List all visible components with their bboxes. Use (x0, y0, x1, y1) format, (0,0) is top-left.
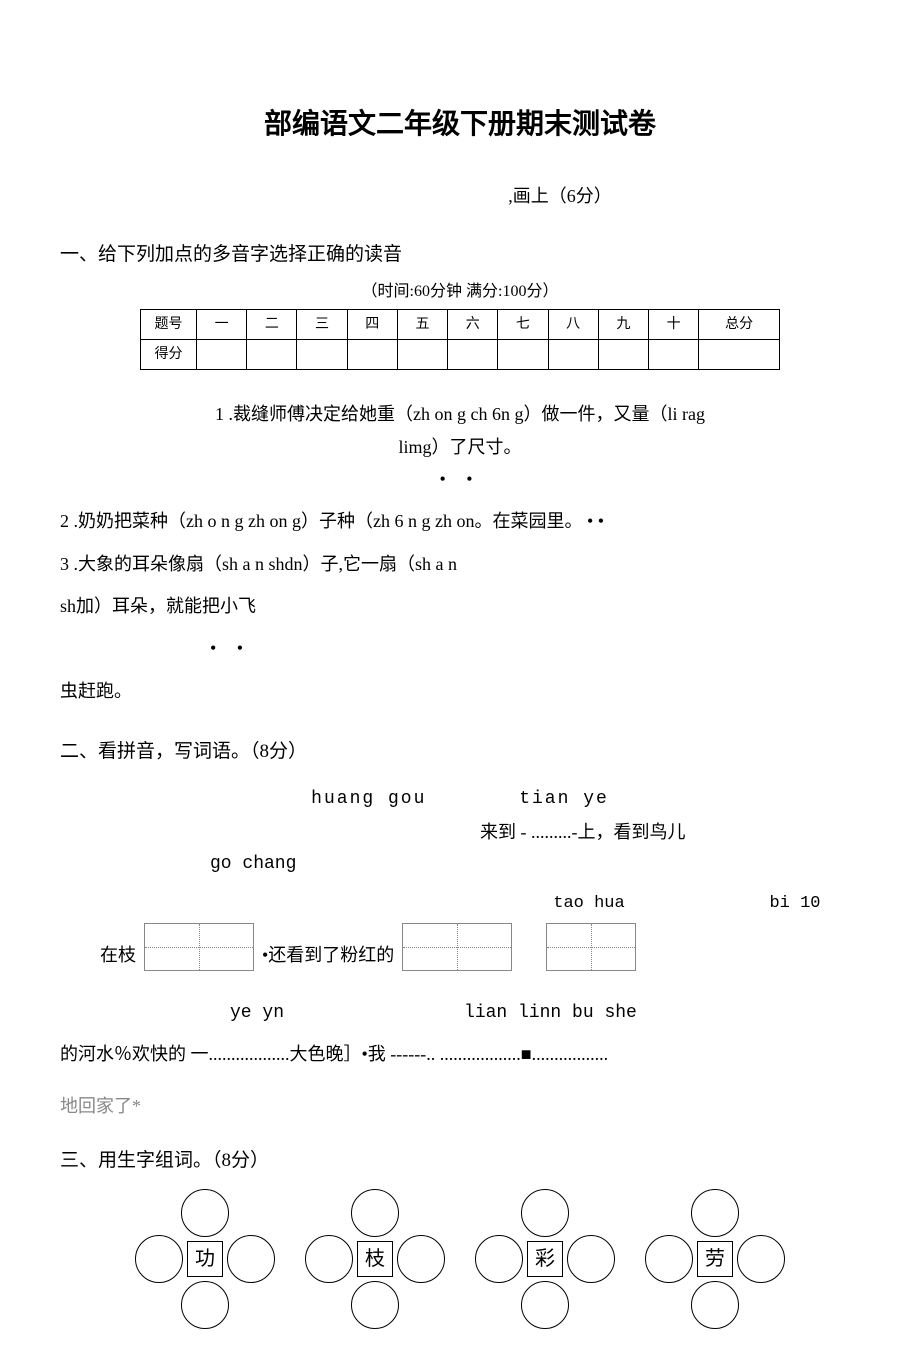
header-cell: 总分 (699, 309, 780, 339)
center-char: 功 (187, 1241, 223, 1277)
petal (227, 1235, 275, 1283)
write-box (546, 923, 636, 971)
page-title: 部编语文二年级下册期末测试卷 (60, 100, 860, 150)
table-row: 题号 一 二 三 四 五 六 七 八 九 十 总分 (141, 309, 780, 339)
petal (351, 1189, 399, 1237)
line2-left: 在枝 (100, 939, 136, 971)
q3-dots: • • (210, 632, 860, 664)
header-cell: 六 (448, 309, 498, 339)
petal (521, 1189, 569, 1237)
score-cell (448, 339, 498, 369)
flower-diagram: 枝 (305, 1189, 445, 1329)
petal (691, 1189, 739, 1237)
flower-row: 功 枝 彩 劳 (60, 1189, 860, 1329)
q1-dots: • • (60, 463, 860, 495)
pinyin-4b: lian linn bu she (464, 997, 637, 1029)
petal (475, 1235, 523, 1283)
section3-heading: 三、用生字组词。（8分） (60, 1144, 860, 1178)
pinyin-1a: huang gou (311, 783, 426, 815)
q2-text: 2 .奶奶把菜种（zh o n g zh on g）子种（zh 6 n g zh… (60, 505, 860, 537)
score-cell (548, 339, 598, 369)
petal (135, 1235, 183, 1283)
line2-mid: •还看到了粉红的 (262, 939, 394, 971)
petal (691, 1281, 739, 1329)
score-cell (197, 339, 247, 369)
q3b-text: sh加）耳朵，就能把小飞 (60, 590, 860, 622)
petal (567, 1235, 615, 1283)
q1-line2: limg）了尺寸。 (100, 431, 820, 463)
header-cell: 四 (347, 309, 397, 339)
q3a-text: 3 .大象的耳朵像扇（sh a n shdn）子,它一扇（sh a n (60, 548, 860, 580)
petal (181, 1281, 229, 1329)
pinyin-row-1: huang gou tian ye (60, 783, 860, 815)
flower-diagram: 彩 (475, 1189, 615, 1329)
row-label-cell: 得分 (141, 339, 197, 369)
header-cell: 八 (548, 309, 598, 339)
line4: 地回家了* (60, 1090, 860, 1122)
petal (305, 1235, 353, 1283)
pinyin-3a: tao hua (524, 889, 654, 920)
score-cell (297, 339, 347, 369)
section2-heading: 二、看拼音，写词语。（8分） (60, 735, 860, 769)
pinyin-3b: bi 10 (730, 889, 860, 920)
line1-right: 来到 - .........-上，看到鸟儿 (480, 816, 860, 848)
score-cell (648, 339, 698, 369)
score-cell (498, 339, 548, 369)
flower-diagram: 劳 (645, 1189, 785, 1329)
score-cell (397, 339, 447, 369)
score-cell (598, 339, 648, 369)
pinyin-4a: ye yn (230, 997, 284, 1029)
petal (737, 1235, 785, 1283)
center-char: 劳 (697, 1241, 733, 1277)
score-cell (699, 339, 780, 369)
header-cell: 十 (648, 309, 698, 339)
petal (521, 1281, 569, 1329)
q1-line1: 1 .裁缝师傅决定给她重（zh on g ch 6n g）做一件，又量（li r… (100, 398, 820, 430)
flower-diagram: 功 (135, 1189, 275, 1329)
center-char: 彩 (527, 1241, 563, 1277)
pinyin-1b: tian ye (519, 783, 609, 815)
score-cell (247, 339, 297, 369)
line3: 的河水％欢快的 一..................大色晚］•我 ------… (60, 1038, 860, 1070)
score-cell (347, 339, 397, 369)
petal (181, 1189, 229, 1237)
pinyin-box-3b: bi 10 (730, 889, 860, 920)
header-cell: 九 (598, 309, 648, 339)
write-box (144, 923, 254, 971)
petal (645, 1235, 693, 1283)
header-cell: 七 (498, 309, 548, 339)
time-note: （时间:60分钟 满分:100分） (60, 278, 860, 307)
subtitle: ,画上（6分） (260, 180, 860, 212)
write-box (402, 923, 512, 971)
pinyin-box-3a: tao hua (524, 889, 654, 920)
header-cell: 题号 (141, 309, 197, 339)
header-cell: 五 (397, 309, 447, 339)
q3c-text: 虫赶跑。 (60, 675, 860, 707)
center-char: 枝 (357, 1241, 393, 1277)
petal (397, 1235, 445, 1283)
section1-heading: 一、给下列加点的多音字选择正确的读音 (60, 238, 860, 272)
table-row: 得分 (141, 339, 780, 369)
petal (351, 1281, 399, 1329)
score-table: 题号 一 二 三 四 五 六 七 八 九 十 总分 得分 (140, 309, 780, 370)
header-cell: 一 (197, 309, 247, 339)
header-cell: 二 (247, 309, 297, 339)
pinyin-2: go chang (210, 848, 860, 880)
header-cell: 三 (297, 309, 347, 339)
